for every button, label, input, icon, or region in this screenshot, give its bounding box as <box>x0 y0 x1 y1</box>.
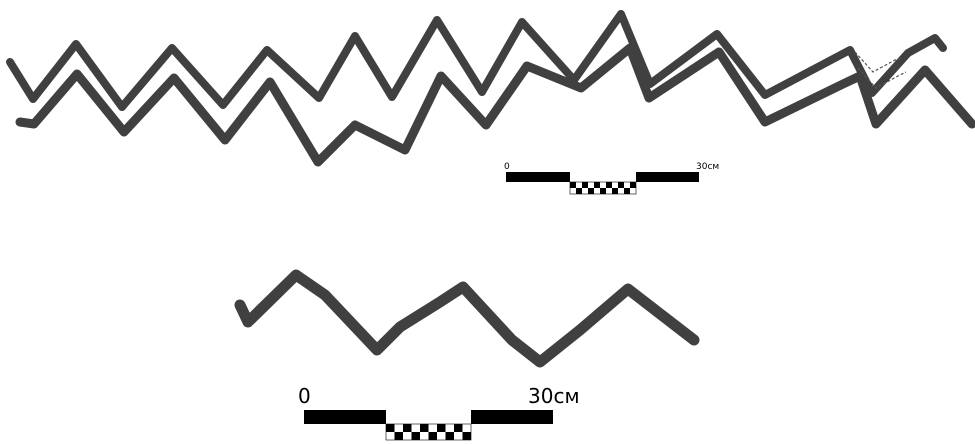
checker-cell <box>394 424 403 432</box>
scale-bar-top-checker <box>569 181 637 195</box>
checker-cell <box>428 432 437 440</box>
checker-cell <box>386 432 395 440</box>
checker-cell <box>600 182 606 188</box>
scale-bar-bottom-checker <box>385 423 472 441</box>
checker-cell <box>624 188 630 194</box>
scale-bar-top: 0 30см <box>504 162 719 195</box>
checker-cell <box>576 188 582 194</box>
checker-cell <box>612 188 618 194</box>
checker-cell <box>594 182 600 188</box>
checker-cell <box>462 424 471 432</box>
scale-bar-top-start-label: 0 <box>504 162 510 172</box>
checker-cell <box>411 432 420 440</box>
zigzag-line-single <box>234 269 700 368</box>
checker-cell <box>618 188 624 194</box>
zigzag-line-lower <box>15 43 975 167</box>
scale-bar-bottom: 0 30см <box>298 384 580 441</box>
zigzag-line-upper <box>6 10 947 111</box>
checker-cell <box>403 424 412 432</box>
checker-cell <box>570 188 576 194</box>
checker-cell <box>420 432 429 440</box>
checker-cell <box>612 182 618 188</box>
checker-cell <box>606 182 612 188</box>
checker-cell <box>606 188 612 194</box>
checker-cell <box>428 424 437 432</box>
scale-bar-top-segment-3 <box>636 172 699 182</box>
single-zigzag-fragment <box>234 269 700 368</box>
checker-cell <box>600 188 606 194</box>
checker-frame <box>385 423 472 441</box>
scale-bar-top-end-label: 30см <box>696 162 719 172</box>
checker-cell <box>445 432 454 440</box>
double-zigzag-band <box>6 10 975 167</box>
scale-bar-top-segment-1 <box>506 172 570 182</box>
checker-cell <box>462 432 471 440</box>
scale-bar-bottom-end-label: 30см <box>528 384 580 408</box>
reconstructed-dashed-segment <box>854 51 904 73</box>
checker-cell <box>624 182 630 188</box>
scale-bar-bottom-start-label: 0 <box>298 384 311 408</box>
checker-cell <box>582 188 588 194</box>
scale-bar-bottom-segment-3 <box>471 410 553 424</box>
checker-cell <box>630 188 636 194</box>
checker-cell <box>454 432 463 440</box>
checker-cell <box>588 182 594 188</box>
checker-cell <box>588 188 594 194</box>
checker-cell <box>403 432 412 440</box>
checker-cell <box>411 424 420 432</box>
checker-cell <box>594 188 600 194</box>
scale-bar-bottom-segment-1 <box>304 410 386 424</box>
checker-cell <box>582 182 588 188</box>
checker-cell <box>570 182 576 188</box>
checker-cell <box>386 424 395 432</box>
checker-cell <box>445 424 454 432</box>
checker-cell <box>420 424 429 432</box>
checker-cell <box>618 182 624 188</box>
checker-cell <box>394 432 403 440</box>
checker-frame <box>569 181 637 195</box>
checker-cell <box>437 424 446 432</box>
checker-cell <box>437 432 446 440</box>
checker-cell <box>630 182 636 188</box>
reconstructed-dashed-segment-lower <box>857 67 907 89</box>
checker-cell <box>454 424 463 432</box>
checker-cell <box>576 182 582 188</box>
